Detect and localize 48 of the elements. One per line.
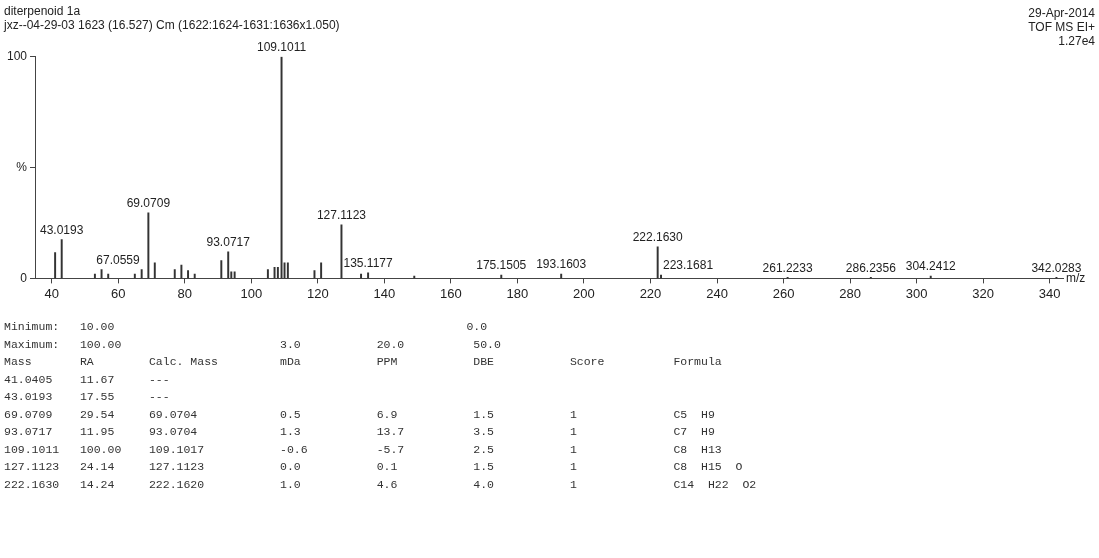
annotation: 193.1603 [536, 257, 587, 272]
x-tick-label: 260 [772, 285, 795, 301]
text: Maximum: 100.00 3.0 20.0 50.0 [4, 336, 502, 353]
text: 222.1630 14.24 222.1620 1.0 4.6 4.0 1 C14 H22 O2 [4, 476, 757, 493]
x-tick-label: 60 [110, 285, 126, 301]
text: 93.0717 11.95 93.0704 1.3 13.7 3.5 1 C7 H9 [4, 424, 716, 440]
annotation: 135.1177 [343, 256, 393, 271]
annotation: 223.1681 [663, 258, 714, 273]
x-tick-label: 80 [177, 285, 192, 301]
y-tick-label: 0 [20, 270, 28, 285]
text: 109.1011 100.00 109.1017 -0.6 -5.7 2.5 1 C8 H13 [4, 441, 723, 458]
x-tick-label: 180 [506, 285, 529, 301]
text: 1.27e4 [1057, 34, 1095, 48]
x-tick-label: 200 [573, 285, 595, 301]
text: 43.0193 17.55 --- [4, 389, 171, 405]
annotation: 286.2356 [845, 260, 897, 275]
annotation: 261.2233 [762, 260, 813, 275]
chart-subtitle: jxz--04-29-03 1623 (16.527) Cm (1622:1624-1631:1636x1.050) [3, 17, 340, 32]
text: Minimum: 10.00 0.0 [4, 319, 489, 335]
annotation: 175.1505 [476, 258, 527, 273]
annotation: 69.0709 [126, 196, 171, 211]
annotation: 93.0717 [206, 235, 251, 250]
x-tick-label: 220 [639, 285, 662, 301]
text: 29-Apr-2014 [1028, 6, 1095, 20]
annotation: 127.1123 [316, 208, 367, 223]
annotation: 109.1011 [256, 40, 307, 55]
x-tick-label: 40 [44, 285, 59, 301]
text: 127.1123 24.14 127.1123 0.0 0.1 1.5 1 C8 H15 O [4, 459, 744, 475]
annotation: 304.2412 [905, 259, 957, 274]
annotation: 67.0559 [96, 252, 140, 267]
y-tick-label: % [16, 159, 28, 174]
annotation: 43.0193 [40, 222, 84, 237]
x-tick-label: 280 [839, 285, 861, 301]
text: TOF MS EI+ [1028, 20, 1095, 34]
x-tick-label: 300 [905, 285, 928, 301]
x-tick-label: 320 [972, 285, 995, 301]
chart-title: diterpenoid 1a [4, 3, 81, 18]
y-tick-label: 100 [6, 49, 28, 64]
x-tick-label: 160 [440, 285, 462, 301]
x-tick-label: 140 [373, 285, 396, 301]
text: Mass RA Calc. Mass mDa PPM DBE Score Formula [4, 354, 723, 370]
x-tick-label: 240 [706, 285, 728, 301]
x-tick-label: 100 [240, 285, 263, 301]
annotation: 222.1630 [632, 230, 684, 245]
x-tick-label: 340 [1038, 285, 1061, 301]
x-tick-label: 120 [306, 285, 329, 301]
text: 69.0709 29.54 69.0704 0.5 6.9 1.5 1 C5 H9 [4, 406, 716, 423]
text: 41.0405 11.67 --- [4, 371, 171, 388]
